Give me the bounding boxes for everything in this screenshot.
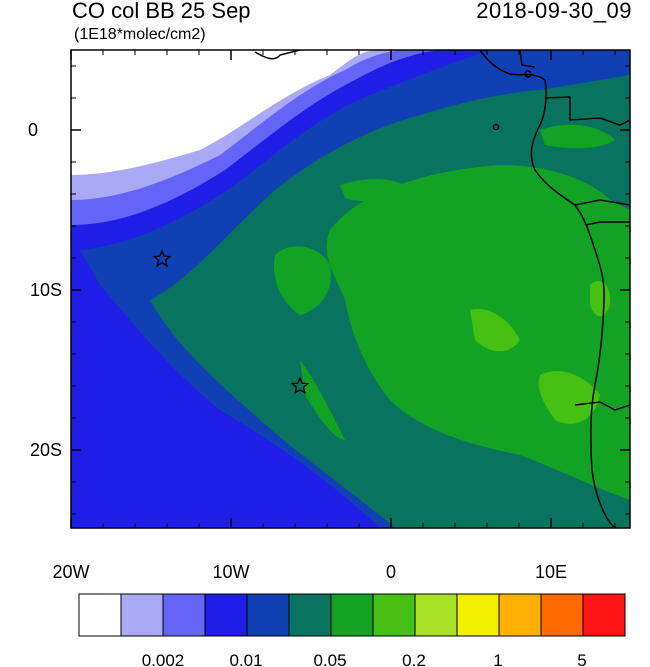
colorbar-label-2: 0.05: [313, 651, 346, 667]
units-label: (1E18*molec/cm2): [74, 26, 206, 43]
coastline: [254, 50, 630, 528]
colorbar-swatch: [582, 593, 626, 637]
colorbar-swatch: [78, 593, 122, 637]
map-title: CO col BB 25 Sep: [72, 0, 251, 23]
y-tick-20s: 20S: [30, 440, 62, 460]
colorbar-swatch: [498, 593, 542, 637]
colorbar-label-0: 0.002: [142, 651, 185, 667]
colorbar-swatch: [330, 593, 374, 637]
star-marker-west: [152, 249, 172, 268]
colorbar-label-3: 0.2: [402, 651, 426, 667]
colorbar-swatch: [120, 593, 164, 637]
x-tick-20w: 20W: [52, 562, 89, 582]
y-tick-0: 0: [28, 120, 38, 140]
x-tick-10e: 10E: [535, 562, 567, 582]
star-marker-central: [290, 376, 310, 395]
colorbar-swatch: [414, 593, 458, 637]
colorbar-swatch: [540, 593, 584, 637]
colorbar-label-1: 0.01: [229, 651, 262, 667]
colorbar-label-4: 1: [493, 651, 502, 667]
x-tick-0: 0: [386, 562, 396, 582]
timestamp-label: 2018-09-30_09: [476, 0, 632, 23]
colorbar-swatch: [456, 593, 500, 637]
plot-frame: [70, 49, 631, 529]
colorbar-swatch: [372, 593, 416, 637]
colorbar-label-5: 5: [577, 651, 586, 667]
colorbar-swatch: [288, 593, 332, 637]
y-tick-10s: 10S: [30, 280, 62, 300]
colorbar-swatch: [204, 593, 248, 637]
x-tick-10w: 10W: [212, 562, 249, 582]
colorbar-swatch: [246, 593, 290, 637]
colorbar-swatch: [162, 593, 206, 637]
colorbar: [78, 593, 626, 637]
minor-ticks: [70, 50, 630, 528]
concentration-field: [71, 50, 630, 528]
